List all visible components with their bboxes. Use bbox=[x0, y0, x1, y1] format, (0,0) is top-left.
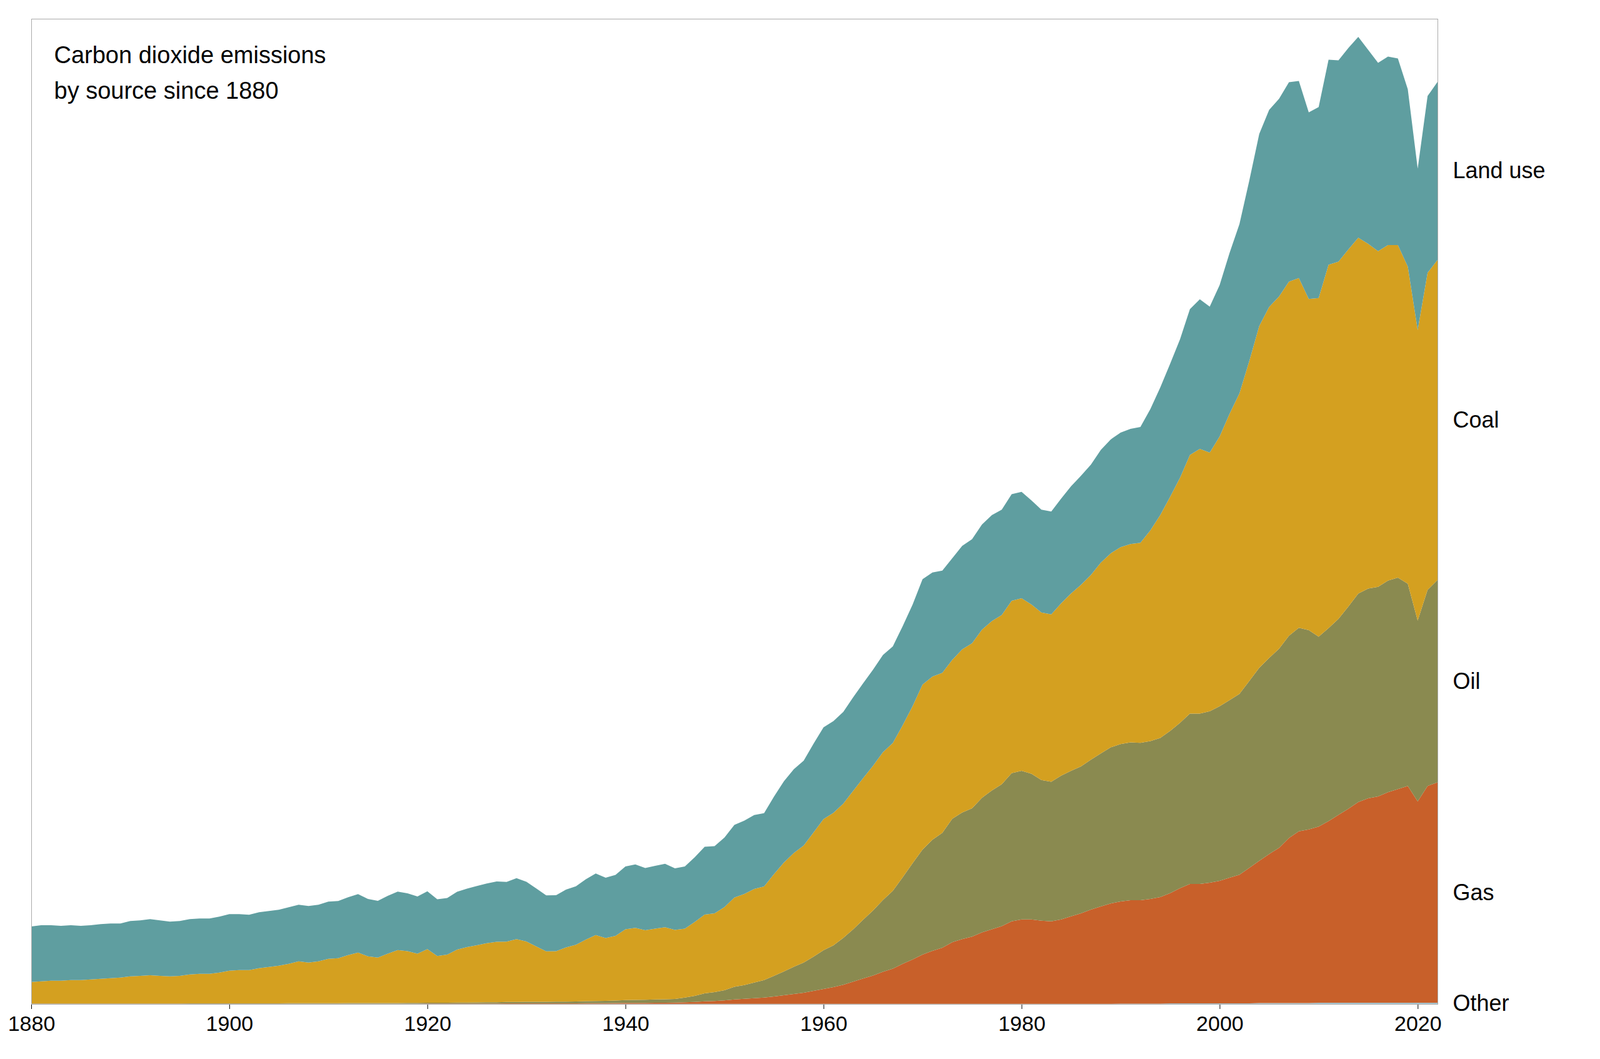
svg-text:2000: 2000 bbox=[1196, 1011, 1244, 1035]
svg-text:1940: 1940 bbox=[601, 1011, 650, 1035]
svg-text:Oil: Oil bbox=[1453, 668, 1481, 694]
svg-text:Gas: Gas bbox=[1453, 879, 1495, 905]
svg-text:Coal: Coal bbox=[1453, 406, 1500, 433]
svg-text:1900: 1900 bbox=[206, 1011, 254, 1035]
svg-text:2020: 2020 bbox=[1394, 1011, 1442, 1035]
svg-text:1920: 1920 bbox=[403, 1011, 452, 1035]
svg-text:1880: 1880 bbox=[8, 1011, 56, 1035]
svg-text:Carbon dioxide emissionsby sou: Carbon dioxide emissionsby source since … bbox=[54, 41, 327, 104]
svg-text:1980: 1980 bbox=[998, 1011, 1046, 1035]
svg-text:Other: Other bbox=[1453, 990, 1510, 1016]
svg-text:Land use: Land use bbox=[1453, 157, 1546, 184]
svg-text:1960: 1960 bbox=[800, 1011, 848, 1035]
